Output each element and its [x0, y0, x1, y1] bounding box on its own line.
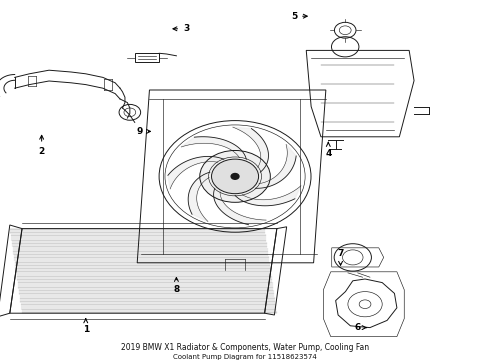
Polygon shape: [233, 127, 269, 172]
Circle shape: [231, 174, 239, 179]
Text: 2: 2: [39, 135, 45, 156]
Polygon shape: [168, 156, 224, 189]
Text: 3: 3: [173, 24, 189, 33]
Text: 7: 7: [337, 249, 344, 265]
Text: 1: 1: [83, 319, 89, 334]
Text: 8: 8: [173, 278, 179, 294]
Polygon shape: [214, 188, 266, 225]
Circle shape: [200, 150, 270, 202]
Text: 4: 4: [325, 143, 332, 158]
Polygon shape: [255, 144, 296, 188]
Text: Coolant Pump Diagram for 11518623574: Coolant Pump Diagram for 11518623574: [173, 354, 317, 360]
Polygon shape: [181, 137, 246, 159]
Text: 2019 BMW X1 Radiator & Components, Water Pump, Cooling Fan: 2019 BMW X1 Radiator & Components, Water…: [121, 343, 369, 352]
Text: 5: 5: [291, 12, 307, 21]
Polygon shape: [188, 172, 210, 221]
Circle shape: [212, 159, 259, 194]
Text: 9: 9: [136, 127, 150, 136]
Text: 6: 6: [355, 323, 367, 332]
Polygon shape: [235, 186, 301, 206]
